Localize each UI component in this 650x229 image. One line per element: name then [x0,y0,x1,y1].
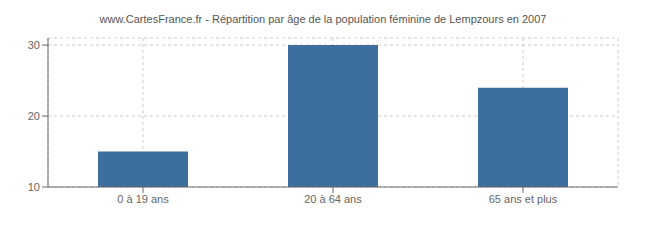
svg-text:10: 10 [28,181,40,193]
svg-text:20: 20 [28,110,40,122]
svg-text:20 à 64 ans: 20 à 64 ans [304,193,362,205]
svg-text:0 à 19 ans: 0 à 19 ans [117,193,169,205]
html-text:www.CartesFrance.fr - Répartit: www.CartesFrance.fr - Répartition par âg… [99,13,547,25]
svg-text:30: 30 [28,39,40,51]
svg-text:65 ans et plus: 65 ans et plus [489,193,558,205]
